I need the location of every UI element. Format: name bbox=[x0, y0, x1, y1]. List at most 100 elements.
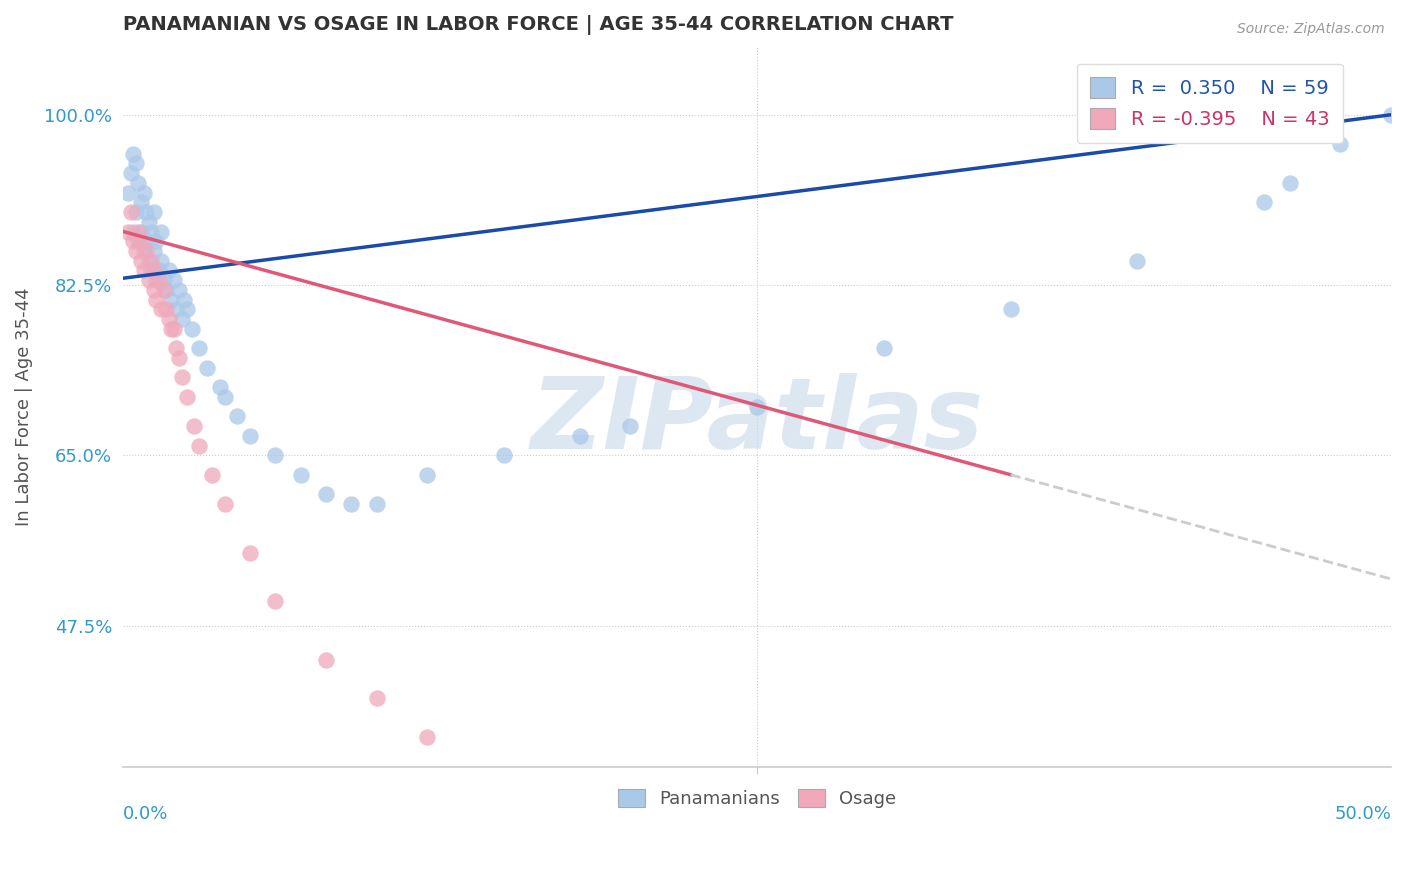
Point bbox=[127, 225, 149, 239]
Point bbox=[160, 293, 183, 307]
Point bbox=[315, 487, 337, 501]
Point bbox=[132, 263, 155, 277]
Point bbox=[125, 156, 148, 170]
Point bbox=[163, 273, 186, 287]
Point bbox=[173, 293, 195, 307]
Point bbox=[145, 273, 167, 287]
Point bbox=[239, 429, 262, 443]
Point bbox=[127, 176, 149, 190]
Point bbox=[122, 146, 145, 161]
Point bbox=[142, 263, 165, 277]
Point bbox=[117, 186, 139, 200]
Point bbox=[167, 283, 190, 297]
Point bbox=[129, 234, 152, 248]
Point bbox=[120, 166, 142, 180]
Point bbox=[226, 409, 249, 424]
Point bbox=[195, 360, 218, 375]
Text: 0.0%: 0.0% bbox=[124, 805, 169, 823]
Point bbox=[150, 225, 173, 239]
Point bbox=[745, 400, 768, 414]
Point bbox=[416, 731, 439, 745]
Point bbox=[167, 351, 190, 365]
Point bbox=[142, 244, 165, 258]
Point bbox=[492, 448, 515, 462]
Point bbox=[568, 828, 591, 842]
Point bbox=[170, 370, 193, 384]
Point bbox=[139, 253, 162, 268]
Point bbox=[188, 438, 211, 452]
Point bbox=[166, 302, 188, 317]
Point bbox=[1126, 253, 1149, 268]
Point bbox=[152, 273, 174, 287]
Point bbox=[145, 234, 167, 248]
Point bbox=[117, 225, 139, 239]
Point bbox=[135, 234, 157, 248]
Point bbox=[239, 545, 262, 559]
Point bbox=[170, 312, 193, 326]
Point bbox=[745, 886, 768, 892]
Point bbox=[152, 283, 174, 297]
Point bbox=[166, 341, 188, 355]
Point bbox=[122, 225, 145, 239]
Text: Source: ZipAtlas.com: Source: ZipAtlas.com bbox=[1237, 22, 1385, 37]
Text: 50.0%: 50.0% bbox=[1334, 805, 1391, 823]
Y-axis label: In Labor Force | Age 35-44: In Labor Force | Age 35-44 bbox=[15, 287, 32, 526]
Point bbox=[1000, 302, 1022, 317]
Point bbox=[1253, 195, 1275, 210]
Point bbox=[138, 253, 160, 268]
Text: PANAMANIAN VS OSAGE IN LABOR FORCE | AGE 35-44 CORRELATION CHART: PANAMANIAN VS OSAGE IN LABOR FORCE | AGE… bbox=[124, 15, 953, 35]
Point bbox=[125, 244, 148, 258]
Point bbox=[201, 467, 224, 482]
Point bbox=[176, 302, 198, 317]
Point bbox=[180, 322, 202, 336]
Point bbox=[142, 205, 165, 219]
Point bbox=[155, 302, 177, 317]
Point bbox=[129, 195, 152, 210]
Point bbox=[157, 312, 180, 326]
Point bbox=[148, 263, 170, 277]
Point bbox=[129, 225, 152, 239]
Point bbox=[139, 263, 162, 277]
Point bbox=[1379, 108, 1402, 122]
Point bbox=[366, 691, 388, 706]
Point bbox=[183, 419, 205, 434]
Point bbox=[315, 652, 337, 666]
Point bbox=[157, 263, 180, 277]
Point bbox=[163, 322, 186, 336]
Point bbox=[290, 467, 312, 482]
Point bbox=[619, 419, 641, 434]
Point bbox=[145, 293, 167, 307]
Point bbox=[148, 273, 170, 287]
Text: ZIPatlas: ZIPatlas bbox=[530, 373, 984, 469]
Point bbox=[150, 302, 173, 317]
Point bbox=[188, 341, 211, 355]
Point bbox=[127, 234, 149, 248]
Point bbox=[214, 390, 236, 404]
Point bbox=[132, 244, 155, 258]
Point bbox=[1278, 176, 1301, 190]
Point bbox=[176, 390, 198, 404]
Point bbox=[138, 273, 160, 287]
Point bbox=[120, 205, 142, 219]
Point bbox=[160, 322, 183, 336]
Point bbox=[492, 789, 515, 803]
Point bbox=[264, 594, 287, 608]
Point bbox=[135, 244, 157, 258]
Legend: Panamanians, Osage: Panamanians, Osage bbox=[610, 781, 904, 815]
Point bbox=[139, 225, 162, 239]
Point bbox=[669, 866, 692, 880]
Point bbox=[132, 186, 155, 200]
Point bbox=[366, 497, 388, 511]
Point bbox=[568, 429, 591, 443]
Point bbox=[264, 448, 287, 462]
Point bbox=[142, 283, 165, 297]
Point bbox=[214, 497, 236, 511]
Point bbox=[129, 253, 152, 268]
Point bbox=[208, 380, 231, 394]
Point bbox=[340, 497, 363, 511]
Point bbox=[155, 283, 177, 297]
Point bbox=[873, 341, 896, 355]
Point bbox=[416, 467, 439, 482]
Point bbox=[125, 205, 148, 219]
Point bbox=[1329, 136, 1351, 151]
